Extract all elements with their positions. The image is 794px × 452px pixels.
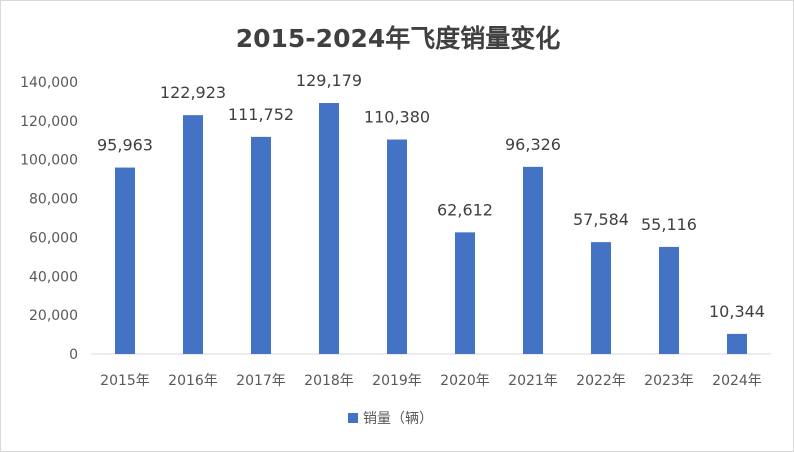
- data-label: 111,752: [228, 105, 294, 124]
- y-tick-label: 80,000: [29, 192, 78, 208]
- data-label: 62,612: [437, 200, 493, 219]
- x-tick-label: 2021年: [508, 373, 558, 389]
- data-label: 122,923: [160, 83, 226, 102]
- legend-label: 销量（辆）: [363, 411, 433, 427]
- data-label: 95,963: [97, 136, 153, 155]
- bar: [523, 166, 543, 354]
- bar: [319, 103, 339, 355]
- bar: [115, 167, 135, 354]
- y-tick-label: 100,000: [20, 153, 78, 169]
- data-label: 10,344: [709, 302, 765, 321]
- data-label: 129,179: [296, 71, 362, 90]
- y-tick-label: 40,000: [29, 269, 78, 285]
- bar: [251, 136, 271, 354]
- y-tick-label: 120,000: [20, 114, 78, 130]
- x-tick-label: 2022年: [576, 373, 626, 389]
- data-label: 55,116: [641, 215, 697, 234]
- x-axis-ticks: 2015年 2016年 2017年 2018年 2019年 2020年 2021年 2022年…: [100, 373, 762, 389]
- bars: [115, 103, 747, 355]
- data-label: 110,380: [364, 108, 430, 127]
- x-tick-label: 2016年: [168, 373, 218, 389]
- x-tick-label: 2024年: [712, 373, 762, 389]
- x-tick-label: 2017年: [236, 373, 286, 389]
- data-label: 96,326: [505, 135, 561, 154]
- y-tick-label: 20,000: [29, 308, 78, 324]
- x-tick-label: 2018年: [304, 373, 354, 389]
- bar: [183, 115, 203, 355]
- chart-title: 2015-2024年飞度销量变化: [236, 24, 561, 53]
- bar: [455, 232, 475, 354]
- bar: [727, 333, 747, 354]
- y-tick-label: 60,000: [29, 230, 78, 246]
- x-tick-label: 2020年: [440, 373, 490, 389]
- legend-swatch: [348, 413, 358, 423]
- x-tick-label: 2015年: [100, 373, 150, 389]
- bar: [387, 139, 407, 354]
- legend: 销量（辆）: [348, 411, 433, 427]
- x-tick-label: 2023年: [644, 373, 694, 389]
- y-axis-ticks: 0 20,000 40,000 60,000 80,000 100,000 120,000 1…: [20, 75, 78, 363]
- data-label: 57,584: [573, 210, 629, 229]
- bar: [591, 242, 611, 354]
- y-tick-label: 0: [69, 347, 78, 363]
- bar: [659, 246, 679, 354]
- x-tick-label: 2019年: [372, 373, 422, 389]
- y-tick-label: 140,000: [20, 75, 78, 91]
